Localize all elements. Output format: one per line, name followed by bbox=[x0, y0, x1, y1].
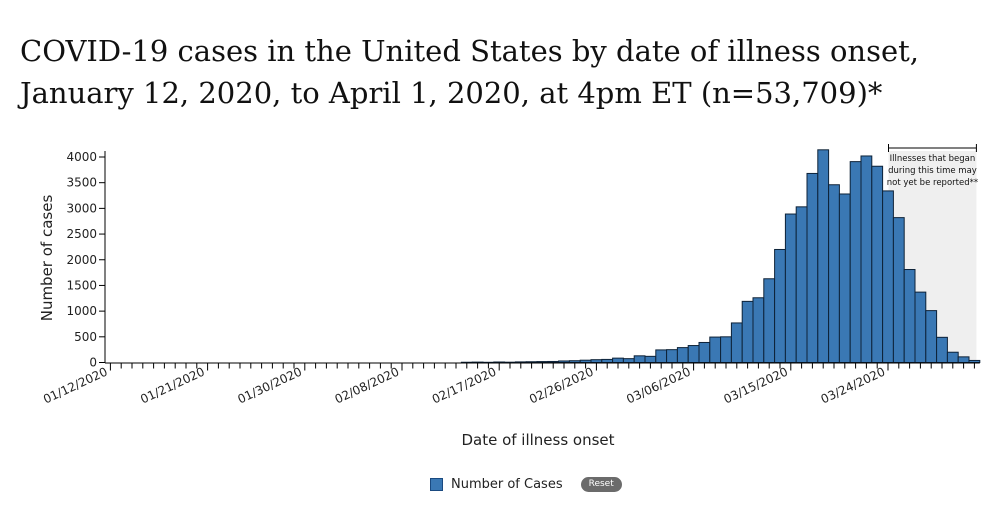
y-axis-label: Number of cases bbox=[38, 195, 56, 322]
bar bbox=[536, 361, 549, 364]
chart-title: COVID-19 cases in the United States by d… bbox=[20, 34, 919, 110]
annotation-text: Illnesses that began bbox=[890, 154, 976, 164]
bar bbox=[612, 357, 624, 363]
bar bbox=[795, 206, 808, 363]
bar bbox=[601, 358, 614, 364]
bar bbox=[666, 349, 678, 363]
x-tick-label: 02/17/2020 bbox=[430, 365, 499, 407]
y-tick-label: 500 bbox=[74, 330, 97, 344]
bar bbox=[860, 155, 873, 363]
bar bbox=[925, 310, 938, 363]
bar bbox=[752, 297, 765, 363]
bar bbox=[644, 355, 657, 363]
bar bbox=[655, 349, 668, 363]
bar bbox=[525, 361, 538, 363]
bar bbox=[838, 193, 851, 363]
y-tick-label: 2000 bbox=[66, 253, 97, 267]
x-tick-label: 01/21/2020 bbox=[138, 365, 207, 407]
y-axis: 0 500 1000 1500 2000 2500 3000 3500 4000 bbox=[66, 150, 106, 370]
annotation: Illnesses that began during this time may… bbox=[887, 144, 978, 188]
bar bbox=[871, 165, 884, 363]
bar bbox=[817, 149, 830, 363]
x-tick-label: 03/06/2020 bbox=[624, 365, 693, 407]
bar bbox=[784, 213, 797, 363]
legend: Number of Cases Reset bbox=[430, 475, 622, 493]
bar bbox=[774, 248, 786, 364]
x-tick-label: 02/26/2020 bbox=[527, 365, 596, 407]
bar bbox=[622, 358, 635, 364]
bar bbox=[763, 278, 776, 364]
x-tick-label: 03/15/2020 bbox=[721, 365, 790, 407]
x-tick-label: 03/24/2020 bbox=[819, 365, 888, 407]
x-tick-label: 02/08/2020 bbox=[333, 365, 402, 407]
bar bbox=[709, 336, 722, 363]
x-axis-label: Date of illness onset bbox=[461, 431, 614, 449]
annotation-text: not yet be reported** bbox=[887, 178, 978, 188]
y-tick-label: 4000 bbox=[66, 150, 97, 164]
bar bbox=[547, 360, 560, 364]
y-tick-label: 1000 bbox=[66, 304, 97, 318]
bar bbox=[720, 336, 732, 363]
bar bbox=[828, 184, 840, 363]
bar bbox=[806, 172, 819, 363]
y-tick-label: 1500 bbox=[66, 278, 97, 292]
bar bbox=[514, 361, 527, 364]
legend-series-label[interactable]: Number of Cases bbox=[451, 476, 563, 492]
bar bbox=[730, 322, 743, 364]
bars-group bbox=[460, 149, 981, 364]
bar bbox=[968, 359, 981, 364]
bar bbox=[892, 217, 905, 363]
bar bbox=[633, 355, 646, 364]
bar bbox=[936, 336, 948, 364]
bar bbox=[493, 361, 506, 363]
bar bbox=[741, 300, 754, 363]
y-tick-label: 3000 bbox=[66, 201, 97, 215]
bar bbox=[914, 291, 927, 363]
y-tick-label: 3500 bbox=[66, 176, 97, 190]
bar bbox=[903, 269, 916, 364]
bar bbox=[590, 359, 603, 364]
bar bbox=[882, 190, 894, 363]
bar bbox=[946, 351, 959, 364]
y-tick-label: 2500 bbox=[66, 227, 97, 241]
bar bbox=[579, 359, 592, 363]
bar bbox=[687, 345, 700, 364]
bar bbox=[676, 347, 689, 364]
bar bbox=[568, 360, 581, 363]
bar bbox=[957, 356, 970, 364]
annotation-text: during this time may bbox=[888, 166, 977, 176]
bar bbox=[849, 161, 862, 363]
covid-cases-chart: 0 500 1000 1500 2000 2500 3000 3500 4000 01/12/2… bbox=[38, 144, 981, 449]
bar bbox=[698, 341, 711, 363]
legend-swatch[interactable] bbox=[430, 477, 443, 491]
x-tick-label: 01/30/2020 bbox=[235, 365, 304, 407]
bar bbox=[558, 360, 570, 363]
x-tick-label: 01/12/2020 bbox=[41, 365, 110, 407]
reset-button[interactable]: Reset bbox=[580, 476, 622, 492]
y-tick-label: 0 bbox=[89, 356, 97, 370]
x-axis: 01/12/2020 01/21/2020 01/30/2020 02/08/2020… bbox=[41, 362, 980, 407]
